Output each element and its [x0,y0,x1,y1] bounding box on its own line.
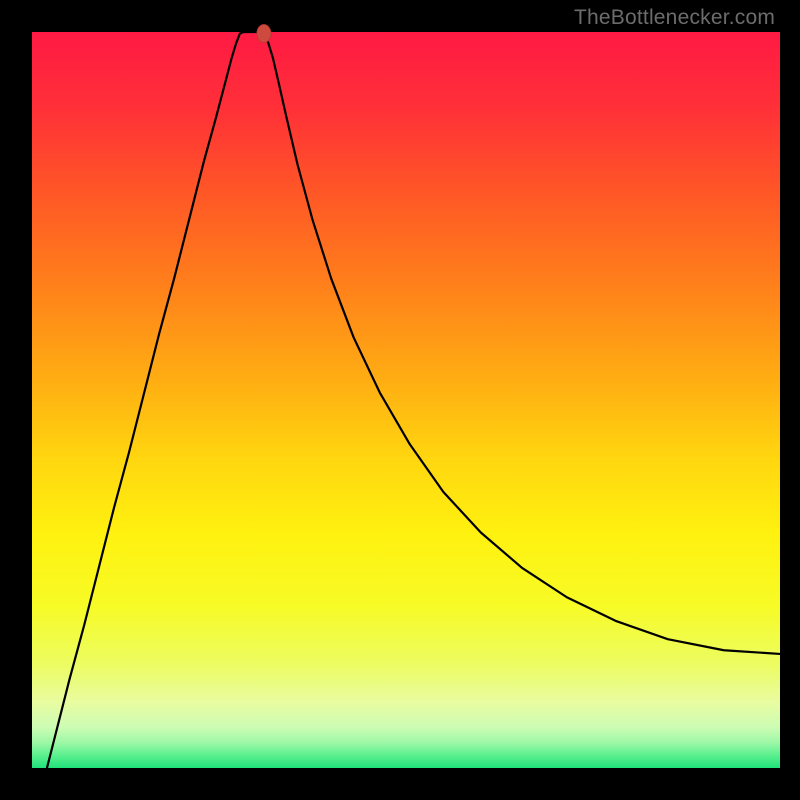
watermark-text: TheBottlenecker.com [574,6,775,30]
optimal-point-marker [257,24,271,42]
plot-area [32,32,780,768]
